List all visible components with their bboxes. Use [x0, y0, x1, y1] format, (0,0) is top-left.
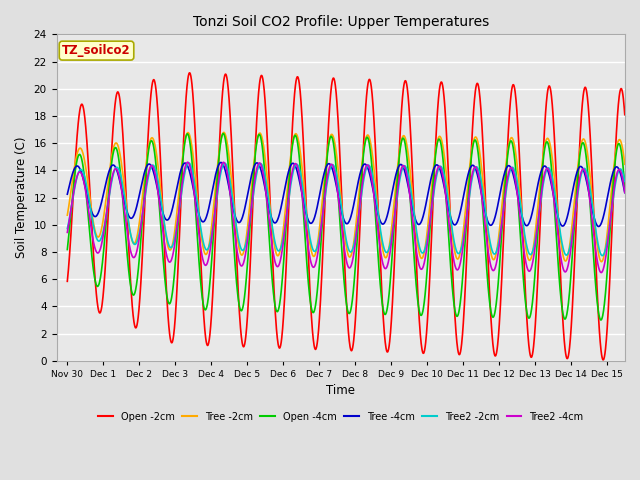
Tree2 -2cm [185, 160, 193, 166]
Tree2 -2cm [605, 226, 613, 231]
Line: Tree -4cm: Tree -4cm [67, 163, 625, 227]
Tree -2cm [335, 171, 342, 177]
Tree -4cm [605, 187, 612, 193]
Line: Tree -2cm: Tree -2cm [67, 132, 625, 262]
Tree2 -2cm [502, 185, 510, 191]
Y-axis label: Soil Temperature (C): Soil Temperature (C) [15, 137, 28, 258]
Tree -4cm [63, 192, 71, 197]
Tree2 -4cm [605, 228, 613, 233]
Tree -2cm [605, 215, 612, 220]
Tree -2cm [63, 212, 71, 218]
Tree -2cm [605, 212, 613, 217]
Tree2 -4cm [502, 181, 510, 187]
Title: Tonzi Soil CO2 Profile: Upper Temperatures: Tonzi Soil CO2 Profile: Upper Temperatur… [193, 15, 489, 29]
Tree2 -4cm [92, 248, 100, 253]
Tree2 -4cm [597, 270, 605, 276]
Tree2 -2cm [598, 253, 606, 259]
Tree -4cm [335, 195, 342, 201]
Open -4cm [605, 240, 613, 246]
Tree -2cm [320, 180, 328, 186]
Tree2 -2cm [63, 226, 71, 231]
Open -4cm [502, 163, 510, 169]
Open -2cm [335, 128, 342, 133]
Tree2 -4cm [335, 197, 342, 203]
Open -2cm [621, 112, 628, 118]
Tree -4cm [217, 160, 225, 166]
Tree -4cm [320, 171, 328, 177]
Tree -4cm [621, 190, 628, 195]
Open -2cm [502, 166, 510, 171]
Line: Tree2 -2cm: Tree2 -2cm [67, 163, 625, 256]
Tree2 -4cm [184, 159, 191, 165]
Open -4cm [621, 184, 628, 190]
Tree -2cm [621, 161, 628, 167]
Tree -4cm [605, 186, 613, 192]
Open -2cm [320, 225, 328, 230]
Open -4cm [597, 317, 605, 323]
Open -4cm [605, 244, 612, 250]
Open -2cm [605, 290, 613, 296]
Open -2cm [605, 296, 612, 301]
Tree -2cm [502, 157, 510, 163]
Tree2 -4cm [605, 230, 612, 236]
Open -4cm [220, 131, 227, 136]
Open -2cm [63, 278, 71, 284]
Line: Open -2cm: Open -2cm [67, 73, 625, 360]
Tree -2cm [92, 230, 100, 236]
Tree2 -2cm [605, 228, 612, 233]
Tree -4cm [92, 214, 100, 219]
Tree -2cm [220, 130, 228, 135]
Line: Open -4cm: Open -4cm [67, 133, 625, 320]
Open -4cm [320, 196, 328, 202]
Line: Tree2 -4cm: Tree2 -4cm [67, 162, 625, 273]
X-axis label: Time: Time [326, 384, 355, 397]
Open -4cm [92, 280, 100, 286]
Tree -2cm [598, 259, 605, 264]
Open -4cm [63, 247, 71, 252]
Tree2 -2cm [335, 184, 342, 190]
Tree2 -2cm [320, 203, 328, 209]
Legend: Open -2cm, Tree -2cm, Open -4cm, Tree -4cm, Tree2 -2cm, Tree2 -4cm: Open -2cm, Tree -2cm, Open -4cm, Tree -4… [94, 408, 587, 426]
Open -2cm [92, 285, 100, 290]
Tree -4cm [502, 165, 510, 170]
Tree2 -4cm [621, 190, 628, 195]
Tree2 -2cm [621, 179, 628, 184]
Tree -4cm [595, 224, 602, 229]
Open -2cm [600, 357, 607, 363]
Tree2 -4cm [63, 229, 71, 235]
Open -2cm [186, 70, 193, 76]
Tree2 -2cm [92, 233, 100, 239]
Tree2 -4cm [320, 200, 328, 206]
Open -4cm [335, 199, 342, 205]
Text: TZ_soilco2: TZ_soilco2 [62, 44, 131, 57]
